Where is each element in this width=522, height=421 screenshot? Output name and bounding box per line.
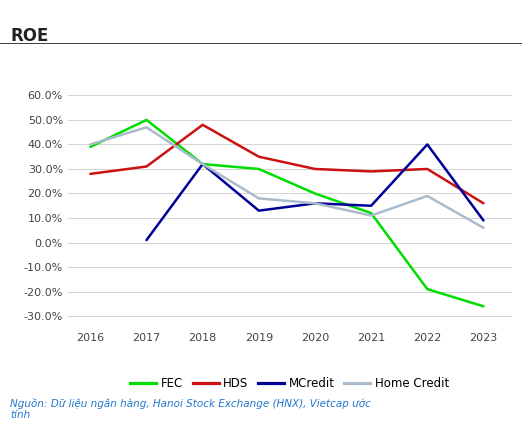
Text: ROE: ROE — [10, 27, 49, 45]
Text: Nguồn: Dữ liệu ngân hàng, Hanoi Stock Exchange (HNX), Vietcap ước
tính: Nguồn: Dữ liệu ngân hàng, Hanoi Stock Ex… — [10, 398, 371, 421]
Legend: FEC, HDS, MCredit, Home Credit: FEC, HDS, MCredit, Home Credit — [126, 372, 454, 394]
